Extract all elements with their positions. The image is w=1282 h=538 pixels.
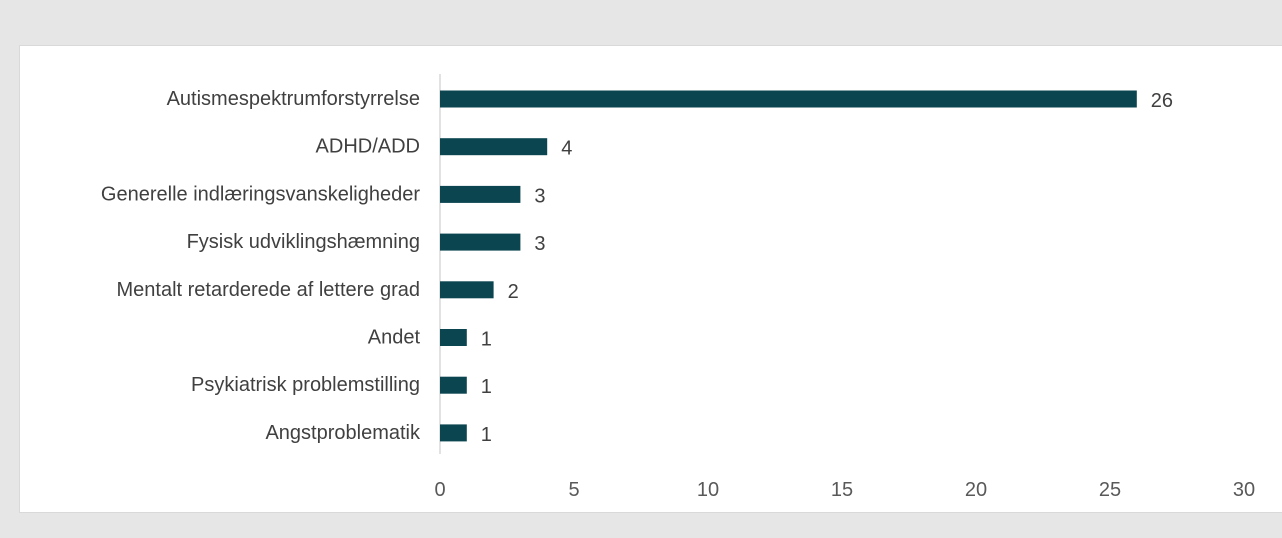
- x-tick-label: 20: [965, 479, 987, 501]
- bar: [440, 329, 467, 346]
- bar: [440, 376, 467, 394]
- category-label: Angstproblematik: [265, 422, 421, 444]
- category-label: Mentalt retarderede af lettere grad: [116, 279, 420, 301]
- category-label: ADHD/ADD: [316, 136, 420, 158]
- x-tick-label: 5: [568, 479, 579, 501]
- bar: [440, 185, 521, 203]
- chart-panel: Autismespektrumforstyrrelse ADHD/ADD Gener…: [19, 45, 1282, 513]
- bar-chart: Autismespektrumforstyrrelse ADHD/ADD Gener…: [101, 74, 1255, 501]
- bar: [440, 424, 467, 442]
- category-label: Psykiatrisk problemstilling: [191, 374, 420, 396]
- bar: [440, 138, 548, 156]
- x-tick-label: 15: [831, 479, 853, 501]
- data-label: 3: [534, 233, 545, 255]
- x-tick-labels: 0 5 10 15 20 25 30: [434, 479, 1255, 501]
- bar: [440, 90, 1137, 108]
- data-label: 1: [481, 329, 492, 351]
- category-label: Fysisk udviklingshæmning: [187, 231, 420, 253]
- category-labels: Autismespektrumforstyrrelse ADHD/ADD Gener…: [101, 88, 421, 444]
- data-label: 1: [481, 424, 492, 446]
- category-label: Andet: [368, 327, 421, 349]
- category-label: Generelle indlæringsvanskeligheder: [101, 183, 420, 205]
- x-tick-label: 30: [1233, 479, 1255, 501]
- x-tick-label: 0: [434, 479, 445, 501]
- data-label: 4: [561, 138, 572, 160]
- value-labels: 26 4 3 3 2 1 1 1: [481, 90, 1173, 446]
- data-label: 1: [481, 376, 492, 398]
- data-label: 3: [534, 185, 545, 207]
- bar: [440, 233, 521, 251]
- data-label: 26: [1151, 90, 1173, 112]
- data-label: 2: [508, 281, 519, 303]
- bar: [440, 281, 494, 299]
- x-tick-label: 10: [697, 479, 719, 501]
- category-label: Autismespektrumforstyrrelse: [167, 88, 420, 110]
- bars: [440, 90, 1137, 442]
- x-tick-label: 25: [1099, 479, 1121, 501]
